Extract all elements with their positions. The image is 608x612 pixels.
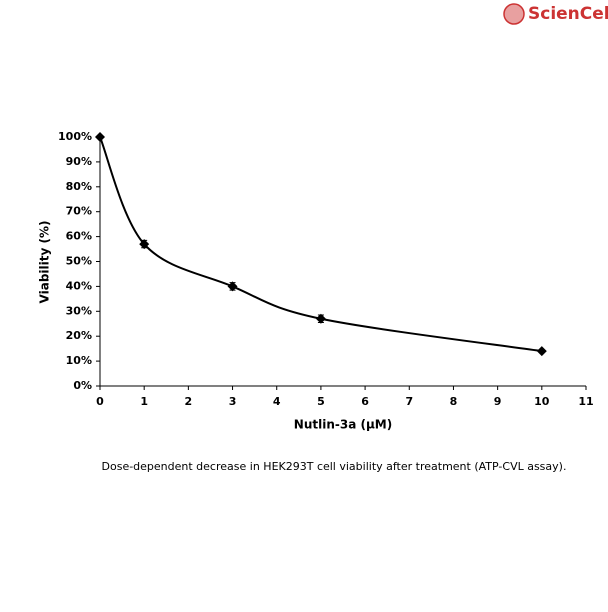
y-axis-title: Viability (%) [38, 221, 52, 304]
y-tick-label: 10% [66, 354, 92, 367]
marker [139, 239, 150, 250]
x-axis-title: Nutlin-3a (μM) [294, 418, 392, 432]
y-tick-label: 90% [66, 155, 92, 168]
y-tick-label: 60% [66, 230, 92, 243]
x-tick-label: 1 [140, 395, 148, 408]
x-tick-label: 10 [534, 395, 550, 408]
line [99, 136, 542, 353]
marker [536, 346, 547, 357]
logo: ScienCell [528, 4, 608, 24]
y-tick-label: 20% [66, 329, 92, 342]
y-tick-label: 50% [66, 255, 92, 268]
x-tick-label: 9 [494, 395, 502, 408]
x-tick-label: 6 [361, 395, 369, 408]
marker [95, 132, 105, 142]
y-tick-label: 40% [66, 279, 92, 292]
y-tick-label: 80% [66, 180, 92, 193]
marker [315, 313, 326, 324]
marker [227, 281, 238, 292]
y-tick-label: 70% [66, 205, 92, 218]
x-tick-label: 8 [450, 395, 458, 408]
logo-icon [503, 3, 525, 25]
y-tick-label: 100% [58, 130, 92, 143]
x-tick-label: 11 [578, 395, 593, 408]
x-tick-label: 3 [229, 395, 237, 408]
x-tick-label: 4 [273, 395, 281, 408]
x-tick-label: 2 [185, 395, 193, 408]
x-tick-label: 5 [317, 395, 325, 408]
y-tick-label: 30% [66, 304, 92, 317]
caption: Dose-dependent decrease in HEK293T cell … [102, 460, 567, 473]
y-tick-label: 0% [73, 379, 92, 392]
x-tick-label: 0 [96, 395, 104, 408]
x-tick-label: 7 [405, 395, 413, 408]
